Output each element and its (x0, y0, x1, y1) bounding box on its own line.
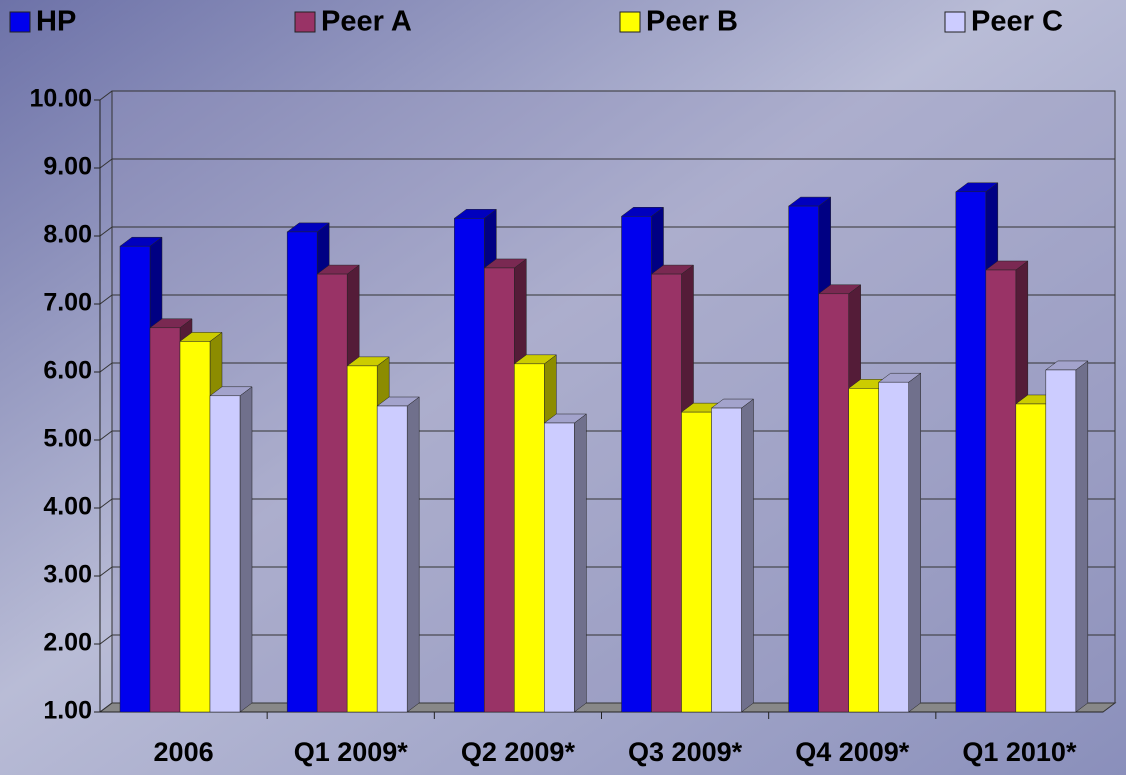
grid-diagonal (99, 634, 113, 645)
x-tick-label: Q1 2010* (962, 737, 1077, 767)
bar (376, 405, 408, 713)
bar-side (1075, 360, 1089, 713)
y-tick-label: 1.00 (43, 697, 92, 725)
x-tick-label: Q4 2009* (795, 737, 910, 767)
legend-label: Peer C (971, 6, 1063, 38)
bar (955, 191, 987, 713)
grid-diagonal (99, 362, 113, 373)
y-tick-label: 2.00 (43, 629, 92, 657)
bar-side (908, 372, 921, 713)
bar (818, 293, 849, 713)
bar (985, 269, 1017, 713)
bar (621, 216, 652, 713)
grid-diagonal (99, 294, 113, 305)
legend-swatch (944, 11, 966, 33)
y-tick-label: 9.00 (43, 153, 92, 181)
bar (878, 381, 909, 713)
bar (788, 205, 819, 713)
legend-label: Peer B (646, 6, 738, 38)
grid-diagonal (99, 498, 113, 509)
bar (651, 273, 682, 713)
x-tick-label: Q1 2009* (294, 737, 409, 767)
legend-swatch (9, 11, 31, 33)
bar (711, 407, 742, 713)
grid-diagonal (99, 702, 113, 713)
grid-diagonal (99, 158, 113, 169)
bar (149, 327, 181, 713)
y-tick-label: 6.00 (43, 357, 92, 385)
legend-swatch (619, 11, 641, 33)
bar-side (741, 398, 754, 713)
bar (209, 395, 241, 713)
y-tick-label: 8.00 (43, 221, 92, 249)
x-tick-label: Q2 2009* (461, 737, 576, 767)
bar-side (574, 413, 587, 713)
bar (346, 365, 378, 713)
bar (681, 411, 712, 713)
bar-side (239, 386, 253, 713)
grid-diagonal (99, 226, 113, 237)
bar-side (406, 396, 420, 713)
x-tick-label: Q3 2009* (628, 737, 743, 767)
x-tick-label: 2006 (154, 737, 214, 767)
y-tick-label: 3.00 (43, 561, 92, 589)
legend-label: HP (36, 6, 76, 38)
bar (848, 388, 879, 713)
bar (316, 273, 348, 713)
legend-swatch (294, 11, 316, 33)
bar (484, 267, 515, 713)
legend-label: Peer A (321, 6, 412, 38)
bar (119, 245, 151, 713)
grid-diagonal (99, 90, 113, 101)
y-tick-label: 4.00 (43, 493, 92, 521)
bar (454, 218, 485, 713)
bar (286, 231, 318, 713)
y-tick-label: 7.00 (43, 289, 92, 317)
bar (179, 341, 211, 713)
y-tick-label: 5.00 (43, 425, 92, 453)
bar (1015, 403, 1047, 713)
bar (1045, 369, 1077, 713)
bar (544, 422, 575, 713)
bar (514, 363, 545, 713)
grid-diagonal (99, 566, 113, 577)
y-tick-label: 10.00 (29, 85, 92, 113)
grid-diagonal (99, 430, 113, 441)
